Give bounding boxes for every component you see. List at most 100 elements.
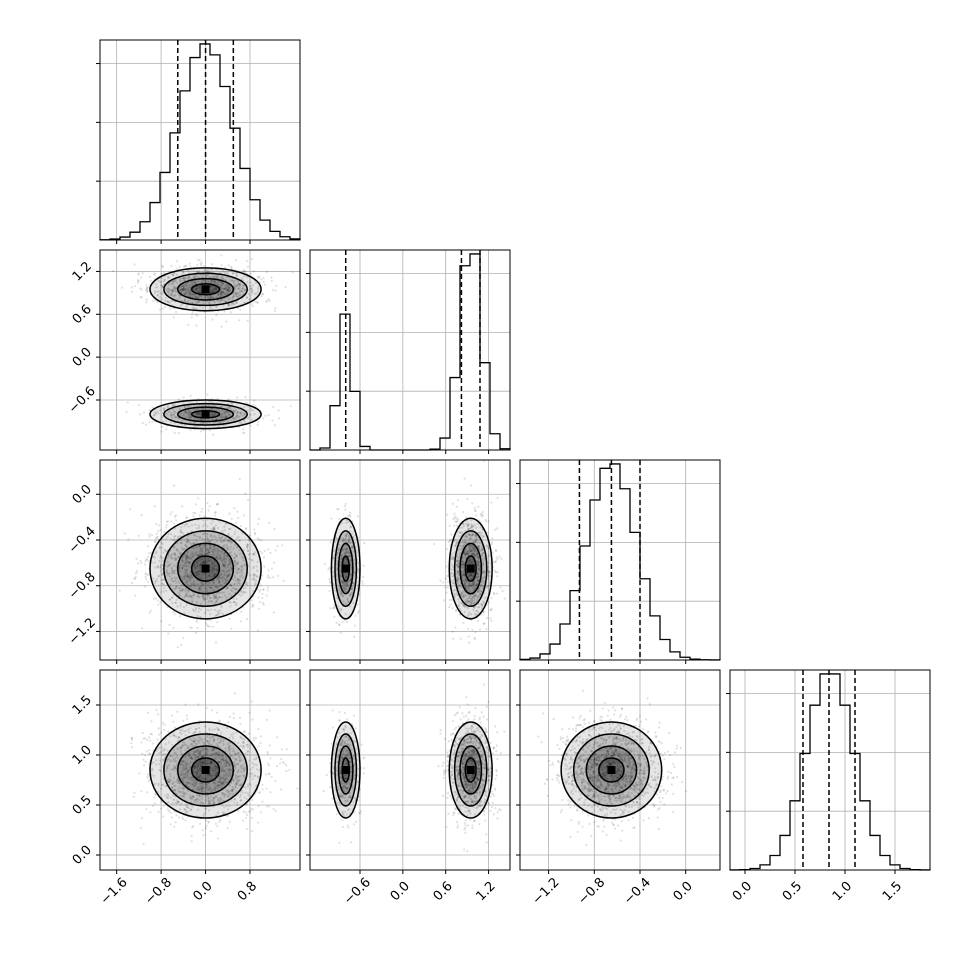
sample-point <box>188 561 191 564</box>
sample-point <box>469 537 472 540</box>
sample-point <box>257 285 260 288</box>
sample-point <box>182 588 185 591</box>
sample-point <box>112 269 115 273</box>
sample-point <box>199 274 202 277</box>
sample-point <box>140 288 143 291</box>
sample-point <box>181 566 184 569</box>
sample-point <box>210 599 213 603</box>
sample-point <box>467 533 470 536</box>
sample-point <box>187 591 190 594</box>
sample-point <box>159 731 163 734</box>
sample-point <box>346 583 349 586</box>
sample-point <box>341 537 345 540</box>
sample-point <box>486 531 489 534</box>
sample-point <box>241 287 244 290</box>
sample-point <box>223 538 226 542</box>
sample-point <box>462 523 465 526</box>
sample-point <box>478 531 482 534</box>
sample-point <box>172 610 175 614</box>
sample-point <box>140 790 143 793</box>
sample-point <box>238 294 241 297</box>
sample-point <box>473 523 476 526</box>
sample-point <box>199 570 202 573</box>
sample-point <box>468 544 472 547</box>
sample-point <box>456 571 459 574</box>
sample-point <box>262 293 265 296</box>
sample-point <box>154 286 157 289</box>
sample-point <box>455 608 458 612</box>
sample-point <box>329 581 332 585</box>
sample-point <box>494 549 498 552</box>
sample-point <box>146 573 150 577</box>
sample-point <box>234 603 237 607</box>
sample-point <box>153 556 156 560</box>
sample-point <box>184 289 188 293</box>
sample-point <box>482 622 486 625</box>
sample-point <box>205 421 209 425</box>
sample-point <box>268 709 271 712</box>
sample-point <box>464 541 467 544</box>
sample-point <box>194 313 197 316</box>
sample-point <box>195 574 198 577</box>
sample-point <box>216 397 219 401</box>
sample-point <box>202 525 205 528</box>
sample-point <box>192 609 195 612</box>
sample-point <box>173 535 177 538</box>
sample-point <box>229 605 232 608</box>
sample-point <box>235 284 238 287</box>
sample-point <box>196 626 199 629</box>
sample-point <box>245 617 249 621</box>
sample-point <box>165 565 169 568</box>
sample-point <box>277 574 280 577</box>
contour-line <box>177 277 235 301</box>
sample-point <box>207 551 211 554</box>
sample-point <box>439 579 442 582</box>
sample-point <box>226 271 229 275</box>
sample-point <box>495 556 498 559</box>
sample-point <box>482 561 485 564</box>
sample-point <box>494 571 497 574</box>
sample-point <box>187 560 190 564</box>
sample-point <box>195 565 199 568</box>
sample-point <box>220 292 223 296</box>
sample-point <box>203 560 206 563</box>
sample-point <box>217 582 220 585</box>
sample-point <box>464 536 467 539</box>
sample-point <box>463 477 466 480</box>
sample-point <box>219 299 222 302</box>
sample-point <box>204 543 207 547</box>
sample-point <box>274 309 277 313</box>
sample-point <box>252 575 255 578</box>
sample-point <box>187 574 190 577</box>
sample-point <box>477 590 480 593</box>
sample-point <box>452 565 455 568</box>
sample-point <box>242 590 246 594</box>
sample-point <box>128 508 132 511</box>
sample-point <box>178 552 181 555</box>
sample-point <box>187 541 190 544</box>
sample-point <box>208 586 211 589</box>
sample-point <box>226 292 229 295</box>
sample-point <box>161 556 164 560</box>
sample-point <box>346 597 349 600</box>
sample-point <box>262 417 265 420</box>
sample-point <box>484 518 487 522</box>
sample-point <box>234 576 237 579</box>
sample-point <box>190 597 194 600</box>
sample-point <box>233 279 236 282</box>
sample-point <box>187 557 191 560</box>
sample-point <box>468 556 472 560</box>
sample-point <box>201 550 204 553</box>
sample-point <box>441 581 445 584</box>
sample-point <box>243 420 247 423</box>
sample-point <box>205 535 208 538</box>
sample-point <box>480 583 483 586</box>
sample-point <box>167 410 171 413</box>
sample-point <box>482 582 485 585</box>
sample-point <box>487 569 490 573</box>
sample-point <box>187 525 190 528</box>
sample-point <box>203 552 206 555</box>
sample-point <box>184 587 187 590</box>
sample-point <box>209 400 212 403</box>
sample-point <box>332 607 335 610</box>
